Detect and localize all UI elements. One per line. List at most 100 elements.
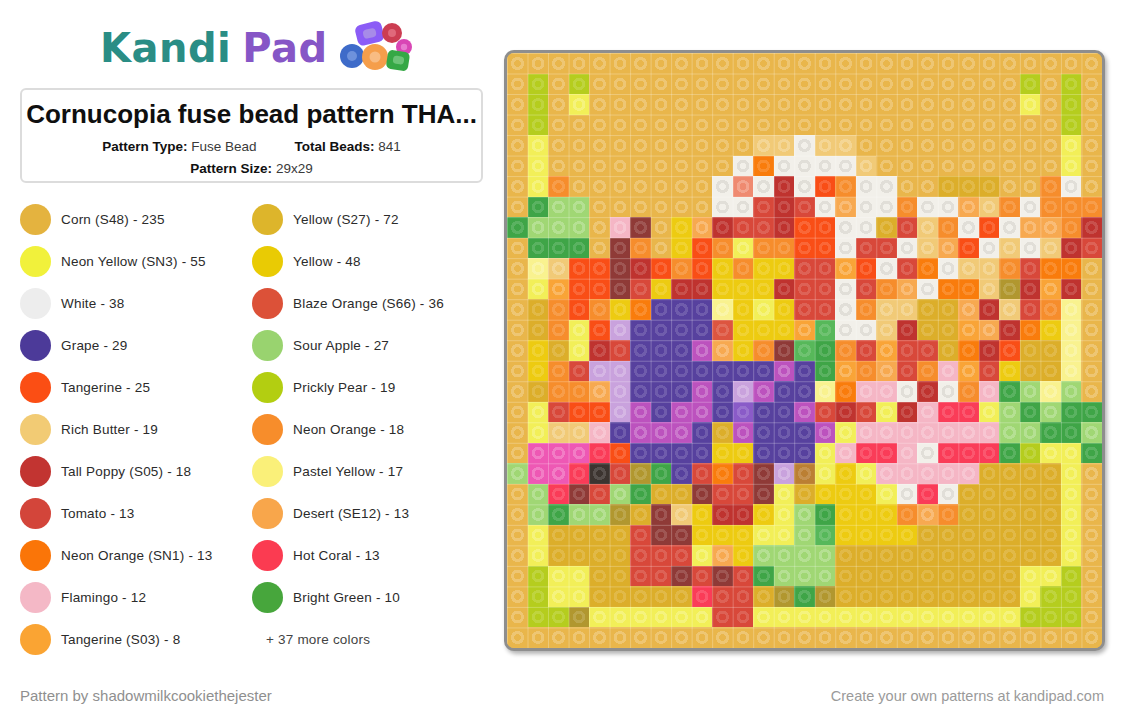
bead [610, 545, 631, 566]
bead [528, 422, 549, 443]
bead [999, 299, 1020, 320]
total-beads-value: 841 [378, 139, 401, 154]
bead [569, 463, 590, 484]
legend-label: Tomato - 13 [61, 506, 134, 521]
bead [835, 525, 856, 546]
legend-item: Neon Orange - 18 [252, 408, 490, 450]
legend-label: Neon Orange (SN1) - 13 [61, 548, 212, 563]
total-beads: Total Beads: 841 [295, 139, 401, 154]
bead [835, 361, 856, 382]
bead [835, 402, 856, 423]
bead [733, 115, 754, 136]
bead [610, 299, 631, 320]
bead [917, 607, 938, 628]
bead [733, 197, 754, 218]
bead [1020, 586, 1041, 607]
bead [835, 197, 856, 218]
bead [507, 176, 528, 197]
bead [692, 525, 713, 546]
bead [528, 463, 549, 484]
bead [835, 484, 856, 505]
bead [589, 504, 610, 525]
bead [856, 156, 877, 177]
bead [815, 422, 836, 443]
bead [610, 566, 631, 587]
bead [794, 361, 815, 382]
bead [1081, 320, 1102, 341]
bead [917, 217, 938, 238]
bead [569, 504, 590, 525]
bead [692, 381, 713, 402]
bead [712, 320, 733, 341]
bead [1020, 504, 1041, 525]
bead [507, 525, 528, 546]
bead [651, 217, 672, 238]
bead [1040, 94, 1061, 115]
bead [815, 443, 836, 464]
bead [938, 525, 959, 546]
pattern-size: Pattern Size: 29x29 [22, 161, 481, 176]
bead [1040, 381, 1061, 402]
bead [958, 299, 979, 320]
bead [733, 443, 754, 464]
bead [753, 197, 774, 218]
bead [856, 566, 877, 587]
kandi-pad-logo[interactable]: Kandi Pad [100, 20, 413, 76]
bead [548, 504, 569, 525]
legend-label: Bright Green - 10 [293, 590, 400, 605]
bead [897, 217, 918, 238]
bead [569, 156, 590, 177]
bead [958, 156, 979, 177]
bead [671, 74, 692, 95]
bead [671, 402, 692, 423]
bead [589, 238, 610, 259]
bead [753, 463, 774, 484]
bead [1040, 422, 1061, 443]
bead [856, 484, 877, 505]
color-swatch [252, 288, 283, 319]
bead [589, 53, 610, 74]
bead [753, 422, 774, 443]
bead [671, 156, 692, 177]
bead [876, 627, 897, 648]
bead [692, 361, 713, 382]
bead [794, 74, 815, 95]
bead [938, 197, 959, 218]
bead [589, 156, 610, 177]
bead [630, 156, 651, 177]
bead [733, 525, 754, 546]
kandipad-promo-link[interactable]: Create your own patterns at kandipad.com [831, 688, 1104, 704]
bead [794, 443, 815, 464]
bead [651, 361, 672, 382]
bead [979, 279, 1000, 300]
bead [1061, 340, 1082, 361]
bead [938, 443, 959, 464]
bead [671, 115, 692, 136]
bead [651, 135, 672, 156]
bead [528, 74, 549, 95]
bead [1081, 156, 1102, 177]
bead [979, 545, 1000, 566]
bead [651, 238, 672, 259]
bead [671, 525, 692, 546]
bead [712, 238, 733, 259]
bead [548, 484, 569, 505]
legend-item: Sour Apple - 27 [252, 324, 490, 366]
bead [671, 361, 692, 382]
bead [630, 217, 651, 238]
bead [507, 586, 528, 607]
bead [630, 607, 651, 628]
bead [651, 627, 672, 648]
bead [507, 197, 528, 218]
bead [856, 361, 877, 382]
bead [938, 566, 959, 587]
bead [876, 607, 897, 628]
bead [897, 299, 918, 320]
bead [917, 361, 938, 382]
bead [589, 627, 610, 648]
bead [630, 176, 651, 197]
bead [856, 299, 877, 320]
bead [815, 361, 836, 382]
bead [897, 156, 918, 177]
bead [630, 545, 651, 566]
